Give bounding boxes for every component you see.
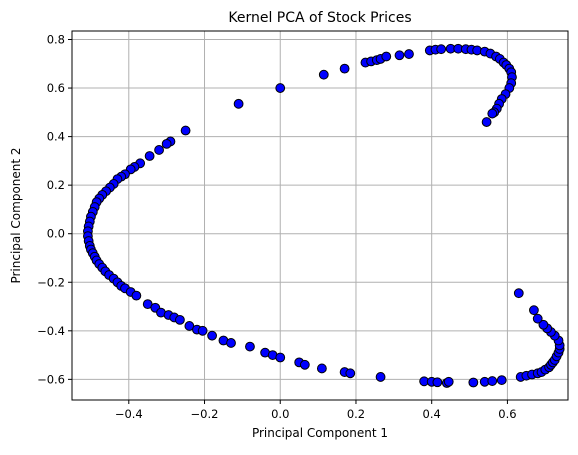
- x-tick-label: −0.4: [115, 407, 143, 421]
- y-tick-label: 0.8: [47, 32, 65, 46]
- y-tick-label: −0.4: [37, 324, 65, 338]
- data-point: [131, 290, 142, 301]
- data-point: [443, 376, 454, 387]
- data-point: [275, 352, 286, 363]
- data-points: [83, 43, 565, 388]
- data-point: [299, 359, 310, 370]
- data-point: [513, 288, 524, 299]
- x-tick-label: 0.2: [347, 407, 365, 421]
- data-point: [233, 98, 244, 109]
- y-tick-label: 0.4: [47, 130, 65, 144]
- data-point: [154, 145, 164, 155]
- grid: [72, 31, 568, 400]
- y-axis-label: Principal Component 2: [9, 147, 23, 283]
- y-tick-label: 0.2: [47, 178, 65, 192]
- data-point: [345, 368, 356, 379]
- x-tick-label: 0.6: [498, 407, 516, 421]
- plot-frame: [71, 30, 569, 401]
- data-point: [197, 325, 208, 336]
- y-tick-label: 0.6: [47, 81, 65, 95]
- data-point: [339, 63, 350, 74]
- data-point: [529, 305, 539, 316]
- data-point: [436, 44, 447, 55]
- data-point: [532, 313, 543, 324]
- x-tick-label: −0.2: [191, 407, 219, 421]
- data-point: [375, 372, 386, 382]
- x-tick-label: 0.0: [271, 407, 289, 421]
- data-point: [275, 83, 286, 93]
- axis-ticks: −0.4 −0.2 0.0 0.2 0.4 0.6 −0.6 −0.4 −0.2 0.0 0.2 0.…: [37, 32, 517, 421]
- chart-title: Kernel PCA of Stock Prices: [228, 10, 411, 26]
- data-point: [245, 341, 255, 352]
- data-point: [538, 319, 549, 330]
- y-tick-label: −0.6: [37, 372, 65, 386]
- data-point: [161, 138, 172, 149]
- data-point: [180, 125, 191, 136]
- data-point: [481, 117, 492, 127]
- data-point: [318, 69, 329, 80]
- data-point: [226, 338, 236, 348]
- data-point: [381, 51, 392, 62]
- data-point: [207, 330, 217, 341]
- y-tick-label: 0.0: [47, 227, 65, 241]
- data-point: [487, 376, 498, 386]
- y-tick-label: −0.2: [37, 275, 65, 289]
- data-point: [175, 314, 185, 325]
- data-point: [496, 375, 507, 385]
- data-point: [316, 363, 327, 374]
- data-point: [144, 151, 155, 161]
- data-point: [404, 49, 414, 59]
- data-point: [487, 108, 498, 119]
- data-point: [432, 377, 443, 388]
- x-tick-label: 0.4: [423, 407, 441, 421]
- x-axis-label: Principal Component 1: [252, 426, 388, 440]
- data-point: [394, 50, 405, 61]
- data-point: [468, 377, 479, 388]
